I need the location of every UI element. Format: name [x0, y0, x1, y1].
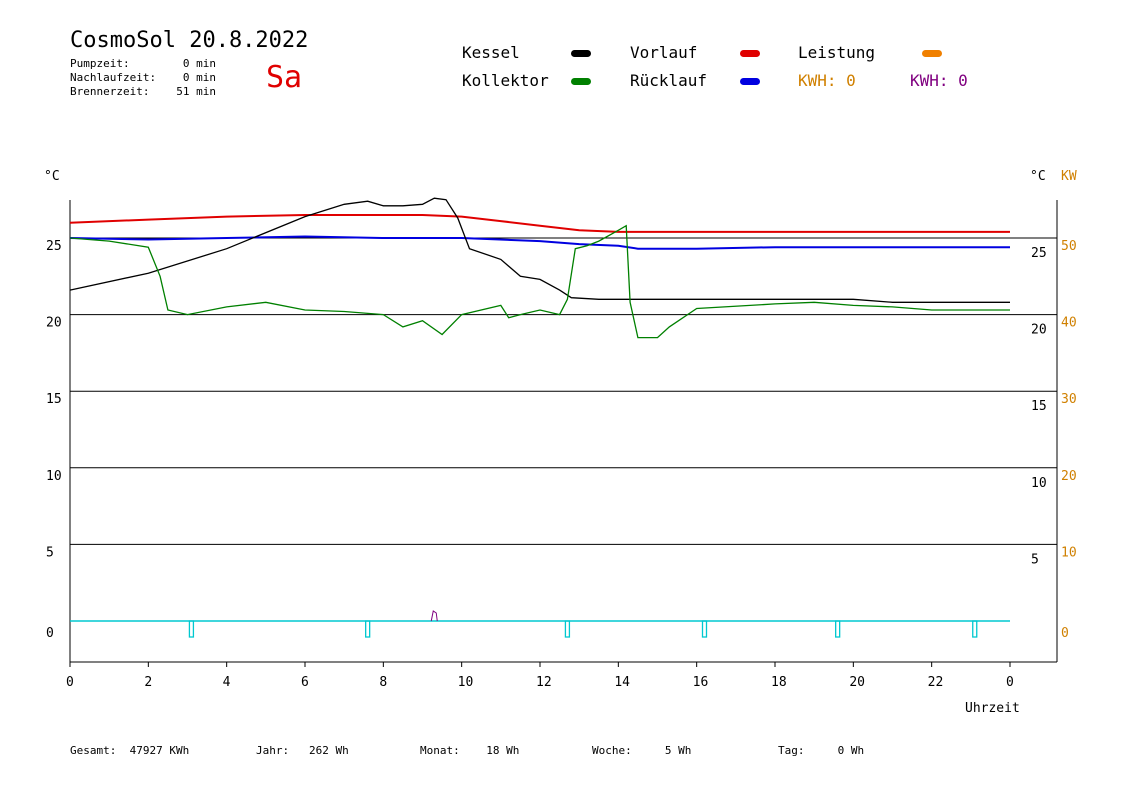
y-right2-tick-label: 20 — [1061, 469, 1077, 484]
legend-label-vorlauf: Vorlauf — [630, 43, 698, 62]
y-right-unit: °C — [1030, 169, 1046, 184]
stat-pumpzeit: Pumpzeit: 0 min — [70, 57, 216, 70]
series-vorlauf — [69, 214, 1010, 233]
y-left-tick-label: 25 — [46, 239, 62, 254]
footer-tag: Tag: 0 Wh — [778, 744, 865, 757]
y-left-unit: °C — [44, 169, 60, 184]
legend-swatch-vorlauf — [740, 50, 760, 57]
y-right-tick-label: 25 — [1031, 246, 1047, 261]
y-right-tick-label: 5 — [1031, 552, 1039, 567]
x-tick-label: 0 — [1006, 675, 1014, 690]
x-tick-label: 6 — [301, 675, 309, 690]
legend-label-ruecklauf: Rücklauf — [630, 71, 708, 90]
y-right2-tick-label: 40 — [1061, 316, 1077, 331]
pump-marker — [564, 620, 571, 638]
y-right2-tick-label: 30 — [1061, 392, 1077, 407]
x-axis-label: Uhrzeit — [965, 701, 1020, 716]
footer-woche: Woche: 5 Wh — [592, 744, 692, 757]
x-tick-label: 0 — [66, 675, 74, 690]
pump-marker — [188, 620, 195, 638]
x-tick-label: 8 — [379, 675, 387, 690]
legend-label-leistung: Leistung — [798, 43, 876, 62]
x-tick-label: 16 — [693, 675, 709, 690]
pump-marker — [835, 620, 841, 638]
pump-marker — [365, 620, 371, 638]
legend-swatch-kessel — [571, 50, 591, 57]
x-tick-label: 10 — [458, 675, 474, 690]
footer-jahr: Jahr: 262 Wh — [256, 744, 349, 757]
y-left-tick-label: 20 — [46, 316, 62, 331]
x-tick-label: 4 — [223, 675, 231, 690]
pump-marker — [701, 620, 708, 638]
y-right-tick-label: 15 — [1031, 399, 1047, 414]
y-right2-tick-label: 10 — [1061, 545, 1077, 560]
y-left-tick-label: 5 — [46, 545, 54, 560]
y-left-tick-label: 10 — [46, 469, 62, 484]
y-left-tick-label: 0 — [46, 626, 54, 641]
kwh-label-1: KWH: 0 — [798, 71, 856, 90]
y-right-tick-label: 10 — [1031, 476, 1047, 491]
legend-swatch-kollektor — [571, 78, 591, 85]
x-tick-label: 18 — [771, 675, 787, 690]
series-kollektor — [69, 224, 1010, 339]
y-right2-tick-label: 50 — [1061, 239, 1077, 254]
x-tick-label: 2 — [144, 675, 152, 690]
x-tick-label: 12 — [536, 675, 552, 690]
y-right2-tick-label: 0 — [1061, 626, 1069, 641]
power-spike — [430, 610, 438, 622]
legend-swatch-leistung — [922, 50, 942, 57]
x-tick-label: 22 — [928, 675, 944, 690]
y-right-tick-label: 20 — [1031, 323, 1047, 338]
legend-label-kessel: Kessel — [462, 43, 520, 62]
kwh-label-2: KWH: 0 — [910, 71, 968, 90]
x-tick-label: 14 — [614, 675, 630, 690]
page-title: CosmoSol 20.8.2022 — [70, 28, 309, 53]
stat-brennerzeit: Brennerzeit: 51 min — [70, 85, 216, 98]
weekday-label: Sa — [266, 60, 303, 95]
footer-monat: Monat: 18 Wh — [420, 744, 520, 757]
x-tick-label: 20 — [849, 675, 865, 690]
legend-swatch-ruecklauf — [740, 78, 760, 85]
stat-nachlaufzeit: Nachlaufzeit: 0 min — [70, 71, 216, 84]
y-left-tick-label: 15 — [46, 392, 62, 407]
series-kessel — [69, 197, 1010, 303]
footer-gesamt: Gesamt: 47927 KWh — [70, 744, 190, 757]
legend-label-kollektor: Kollektor — [462, 71, 549, 90]
y-right2-unit: KW — [1061, 169, 1077, 184]
pump-marker — [972, 620, 978, 638]
